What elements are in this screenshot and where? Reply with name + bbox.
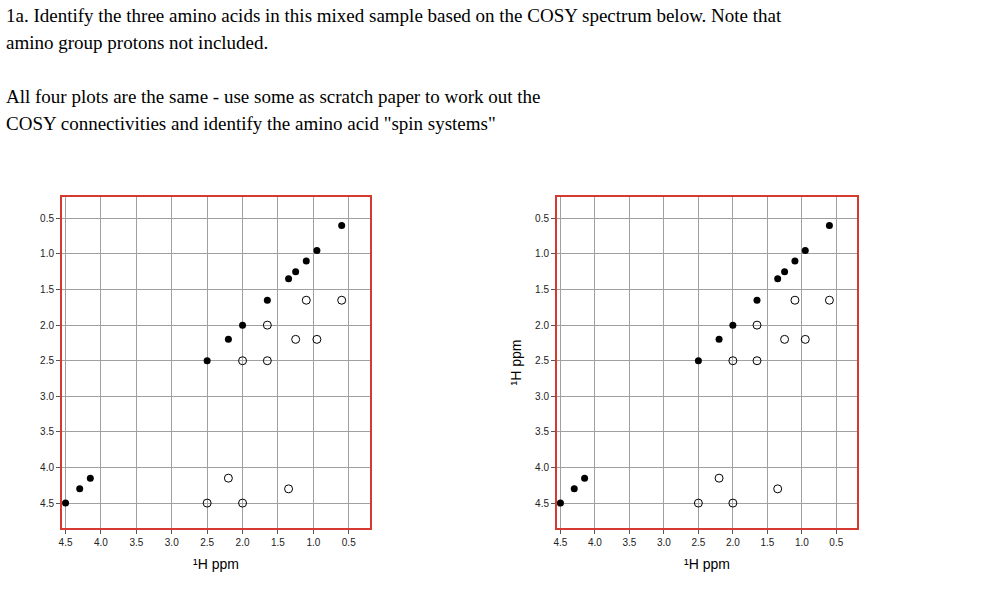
svg-text:3.0: 3.0 — [657, 537, 671, 548]
svg-text:4.5: 4.5 — [40, 498, 54, 509]
svg-text:0.5: 0.5 — [829, 537, 843, 548]
svg-text:2.5: 2.5 — [40, 355, 54, 366]
svg-text:4.5: 4.5 — [59, 537, 73, 548]
svg-text:4.0: 4.0 — [40, 462, 54, 473]
svg-text:4.0: 4.0 — [588, 537, 602, 548]
svg-text:1.0: 1.0 — [306, 537, 320, 548]
svg-text:0.5: 0.5 — [342, 537, 356, 548]
svg-text:3.5: 3.5 — [40, 426, 54, 437]
svg-text:3.0: 3.0 — [535, 391, 549, 402]
svg-text:1.0: 1.0 — [795, 537, 809, 548]
svg-text:2.0: 2.0 — [726, 537, 740, 548]
svg-text:2.5: 2.5 — [535, 355, 549, 366]
svg-text:1.5: 1.5 — [271, 537, 285, 548]
svg-text:1.0: 1.0 — [40, 248, 54, 259]
svg-text:¹H ppm: ¹H ppm — [508, 340, 524, 386]
svg-text:2.5: 2.5 — [200, 537, 214, 548]
svg-text:2.0: 2.0 — [535, 320, 549, 331]
svg-text:3.5: 3.5 — [622, 537, 636, 548]
svg-text:1.5: 1.5 — [40, 284, 54, 295]
svg-text:0.5: 0.5 — [40, 213, 54, 224]
svg-text:4.5: 4.5 — [535, 498, 549, 509]
svg-text:¹H ppm: ¹H ppm — [193, 556, 239, 572]
html-text:amino group protons not includ: amino group protons not included. — [6, 32, 269, 53]
svg-text:4.5: 4.5 — [553, 537, 567, 548]
svg-text:3.5: 3.5 — [129, 537, 143, 548]
svg-text:2.0: 2.0 — [236, 537, 250, 548]
svg-text:2.5: 2.5 — [691, 537, 705, 548]
html-text:COSY connectivities and identi: COSY connectivities and identify the ami… — [6, 113, 496, 134]
html-text:1a. Identify the three amino a: 1a. Identify the three amino acids in th… — [6, 5, 782, 26]
svg-text:3.0: 3.0 — [165, 537, 179, 548]
svg-text:1.5: 1.5 — [535, 284, 549, 295]
svg-text:3.0: 3.0 — [40, 391, 54, 402]
svg-text:2.0: 2.0 — [40, 320, 54, 331]
svg-text:4.0: 4.0 — [94, 537, 108, 548]
svg-text:1.5: 1.5 — [760, 537, 774, 548]
svg-text:1.0: 1.0 — [535, 248, 549, 259]
svg-text:0.5: 0.5 — [535, 213, 549, 224]
svg-text:4.0: 4.0 — [535, 462, 549, 473]
svg-text:¹H ppm: ¹H ppm — [684, 556, 730, 572]
svg-text:3.5: 3.5 — [535, 426, 549, 437]
html-text:All four plots are the same -: All four plots are the same - use some a… — [6, 86, 541, 107]
